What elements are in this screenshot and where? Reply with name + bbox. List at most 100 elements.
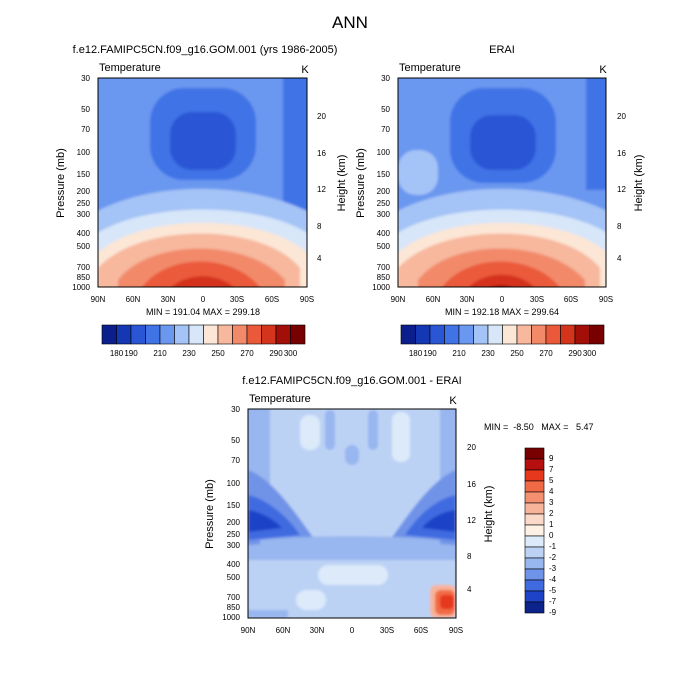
field-band — [442, 261, 560, 287]
colorbar-label: 1 — [549, 520, 554, 529]
colorbar-cell — [415, 324, 431, 345]
colorbar-label: 180 — [409, 349, 423, 358]
field-band — [300, 415, 320, 450]
colorbar-label: 190 — [124, 349, 138, 358]
colorbar-label: 230 — [481, 349, 495, 358]
panel-model-y2-ticks: 20 16 12 8 4 — [317, 112, 326, 263]
panel-diff-x-ticks: 90N 60N 30N 0 30S 60S 90S — [241, 626, 463, 635]
field-band — [440, 595, 454, 609]
colorbar-cell — [203, 324, 219, 345]
x-tick-label: 30S — [530, 295, 544, 304]
panel-model-units-label: K — [301, 64, 309, 76]
colorbar-label: -1 — [549, 542, 557, 551]
y-tick-label: 70 — [381, 125, 390, 134]
y-tick-label: 30 — [231, 405, 240, 414]
colorbar-cell — [487, 324, 503, 345]
x-tick-label: 60S — [564, 295, 578, 304]
x-tick-label: 90N — [241, 626, 256, 635]
panel-erai-ylabel: Pressure (mb) — [355, 148, 367, 218]
colorbar-cell — [524, 590, 545, 603]
y2-tick-label: 20 — [317, 112, 326, 121]
y-tick-label: 850 — [77, 273, 91, 282]
x-tick-label: 60S — [414, 626, 428, 635]
y-tick-label: 500 — [227, 573, 241, 582]
y2-tick-label: 4 — [467, 585, 472, 594]
field-band — [368, 410, 378, 450]
y-tick-label: 500 — [77, 242, 91, 251]
colorbar-label: 4 — [549, 487, 554, 496]
y-tick-label: 700 — [227, 593, 241, 602]
colorbar-cell — [531, 324, 547, 345]
colorbar-cell — [246, 324, 262, 345]
colorbar-label: 250 — [211, 349, 225, 358]
panel-erai: ERAI Temperature K 30 50 — [355, 44, 645, 358]
panel-diff-stats: MIN = -8.50 MAX = 5.47 — [484, 422, 594, 432]
field-band — [170, 112, 236, 170]
y-tick-label: 50 — [231, 436, 240, 445]
y2-tick-label: 12 — [317, 185, 326, 194]
y-tick-label: 850 — [227, 603, 241, 612]
field-band — [586, 78, 606, 190]
x-tick-label: 0 — [350, 626, 355, 635]
y-tick-label: 300 — [377, 210, 391, 219]
y-tick-label: 150 — [377, 170, 391, 179]
y2-tick-label: 8 — [317, 222, 322, 231]
y-tick-label: 700 — [77, 263, 91, 272]
y-tick-label: 700 — [377, 263, 391, 272]
colorbar-label: 290 — [269, 349, 283, 358]
y-tick-label: 100 — [227, 479, 241, 488]
colorbar-cell — [524, 458, 545, 471]
colorbar-cell — [458, 324, 474, 345]
colorbar-cell — [524, 601, 545, 614]
panel-diff-units-label: K — [449, 395, 457, 407]
panel-erai-y-ticks: 30 50 70 100 150 200 250 300 400 500 700… — [372, 74, 390, 292]
colorbar-cell — [145, 324, 161, 345]
y2-tick-label: 12 — [617, 185, 626, 194]
field-band — [318, 565, 388, 585]
field-band — [296, 590, 326, 610]
y-tick-label: 400 — [227, 560, 241, 569]
colorbar-cell — [174, 324, 190, 345]
colorbar-label: 250 — [510, 349, 524, 358]
field-band — [469, 274, 534, 287]
panel-model-colorbar: 180 190 210 230 250 270 290 300 — [101, 324, 306, 358]
panel-model-y2label: Height (km) — [336, 155, 348, 212]
figure-title: ANN — [332, 13, 368, 32]
panel-erai-stats: MIN = 192.18 MAX = 299.64 — [445, 307, 559, 317]
colorbar-cell — [516, 324, 532, 345]
y-tick-label: 100 — [77, 148, 91, 157]
y2-tick-label: 16 — [317, 149, 326, 158]
colorbar-cell — [261, 324, 277, 345]
colorbar-cell — [589, 324, 605, 345]
colorbar-label: -3 — [549, 564, 557, 573]
y2-tick-label: 12 — [467, 516, 476, 525]
y2-tick-label: 8 — [467, 552, 472, 561]
colorbar-cell — [116, 324, 132, 345]
panel-model-stats: MIN = 191.04 MAX = 299.18 — [146, 307, 260, 317]
x-tick-label: 60N — [276, 626, 291, 635]
colorbar-label: 300 — [284, 349, 298, 358]
field-band — [171, 276, 234, 287]
colorbar-cell — [101, 324, 117, 345]
colorbar-cell — [275, 324, 291, 345]
panel-diff-y2-ticks: 20 16 12 8 4 — [467, 443, 476, 594]
x-tick-label: 90S — [300, 295, 314, 304]
panel-model-ylabel: Pressure (mb) — [55, 148, 67, 218]
panel-model-variable-label: Temperature — [99, 62, 161, 74]
y2-tick-label: 8 — [617, 222, 622, 231]
colorbar-cell — [524, 502, 545, 515]
colorbar-cell — [290, 324, 306, 345]
panel-erai-colorbar: 180 190 210 230 250 270 290 300 — [400, 324, 605, 358]
colorbar-cell — [217, 324, 233, 345]
colorbar-cell — [524, 524, 545, 537]
y-tick-label: 250 — [227, 530, 241, 539]
panel-diff-ylabel: Pressure (mb) — [204, 479, 216, 549]
colorbar-label: 290 — [568, 349, 582, 358]
colorbar-cell — [502, 324, 518, 345]
colorbar-cell — [473, 324, 489, 345]
colorbar-label: 3 — [549, 498, 554, 507]
field-band — [470, 115, 536, 170]
field-band — [248, 610, 288, 618]
y-tick-label: 100 — [377, 148, 391, 157]
colorbar-cell — [524, 546, 545, 559]
